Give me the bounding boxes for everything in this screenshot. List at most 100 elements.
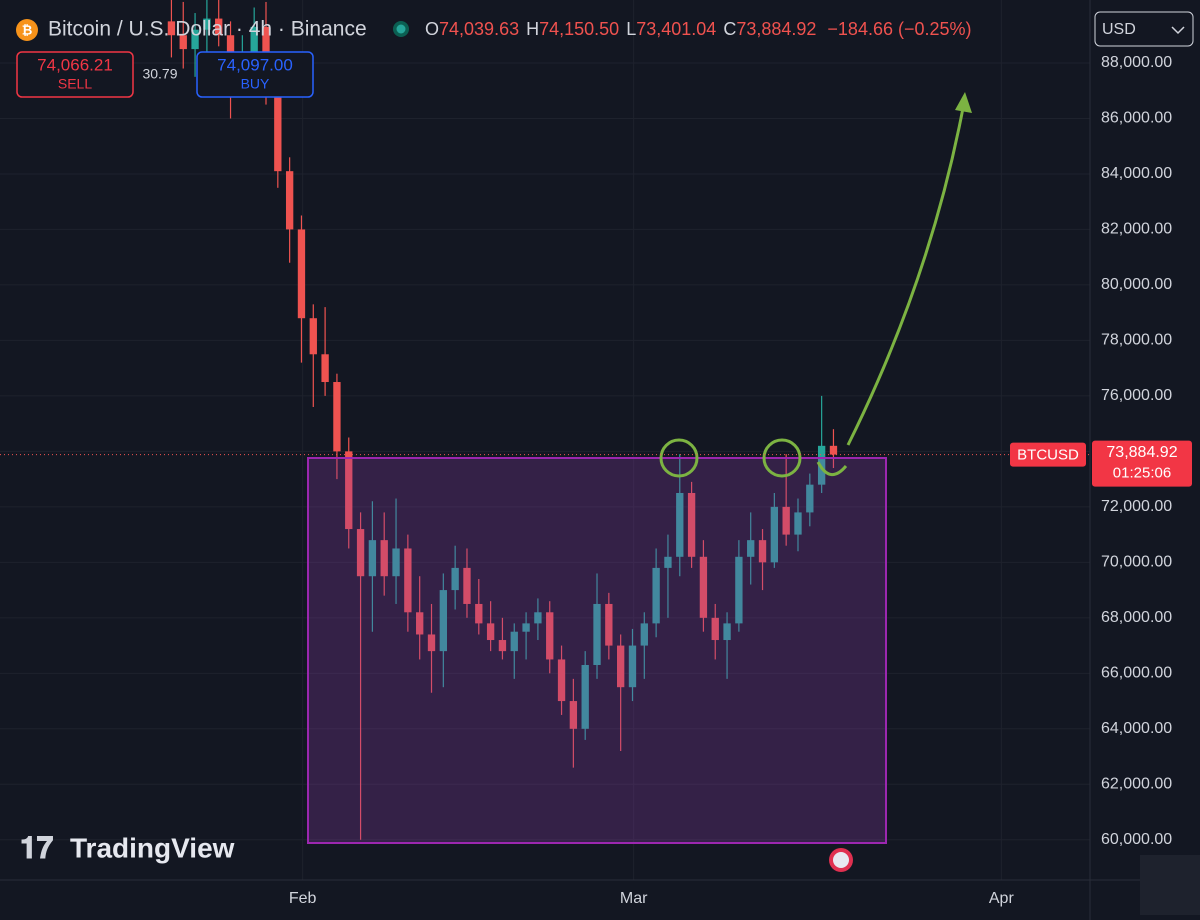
candle-body [203,18,211,30]
logo-mark: 𝟏𝟕 [20,832,54,865]
candle-body [593,603,601,665]
change-value: −184.66 (−0.25%) [827,19,971,39]
candle-body [250,26,258,52]
candle-body [427,634,436,652]
spread: 30.79 [142,66,177,82]
candle-body [581,664,589,729]
coin-glyph: ₿ [22,22,33,37]
retest-mark [816,461,848,476]
candle-body [747,540,755,557]
x-tick-label: Apr [989,890,1015,907]
y-tick-label: 84,000.00 [1101,165,1172,182]
candle-body [333,382,341,452]
candle-body [404,548,412,613]
h-label: H [526,19,539,39]
sell-price: 74,066.21 [37,55,113,74]
candle-body [546,612,554,660]
countdown: 01:25:06 [1113,465,1171,482]
y-tick-label: 88,000.00 [1101,54,1172,71]
x-tick-label: Feb [289,890,317,907]
sell-button[interactable] [16,51,134,98]
candle-body [711,617,719,641]
open-value: 74,039.63 [439,19,519,39]
y-tick-label: 68,000.00 [1101,609,1172,626]
y-tick-label: 80,000.00 [1101,276,1172,293]
candle-body [723,623,731,641]
event-flag-inner [833,852,849,868]
candle-body [687,492,696,557]
candle-body [534,612,542,624]
candle-body [758,540,767,563]
top-circle [762,438,802,478]
c-label: C [723,19,736,39]
candle-body [380,540,388,577]
candle-body [640,623,648,646]
y-tick-label: 64,000.00 [1101,720,1172,737]
buy-button[interactable] [196,51,314,98]
y-tick-label: 76,000.00 [1101,387,1172,404]
candle-body [782,506,790,535]
candle-body [356,529,365,577]
symbol-title: Bitcoin / U.S. Dollar · 4h · Binance [48,18,367,41]
y-tick-label: 86,000.00 [1101,110,1172,127]
candle-body [794,512,802,535]
buy-price: 74,097.00 [217,55,293,74]
candle-body [829,445,838,455]
candle-body [652,567,660,624]
candle-body [806,484,814,513]
ohlc-legend: O74,039.63 H74,150.50 L73,401.04 C73,884… [425,19,972,39]
symbol-tag-bg [1010,442,1086,467]
settings-corner[interactable] [1140,855,1200,915]
candle-body [368,540,377,577]
dropdown-caret [1171,26,1185,35]
coin-icon [16,19,38,41]
logo-text: TradingView [70,832,235,863]
candle-body [392,548,400,577]
y-tick-label: 70,000.00 [1101,554,1172,571]
o-label: O [425,19,439,39]
candle-body [735,556,743,624]
candle-body [191,29,199,50]
status-dot-inner [396,24,406,34]
candle-body [605,603,613,646]
x-tick-label: Mar [620,890,648,907]
candle-body [486,623,495,641]
currency-select[interactable] [1094,11,1194,47]
candle-body [297,229,306,319]
candle-body [321,354,329,383]
close-value: 73,884.92 [736,19,816,39]
y-tick-label: 78,000.00 [1101,332,1172,349]
y-tick-label: 82,000.00 [1101,221,1172,238]
high-value: 74,150.50 [539,19,619,39]
currency: USD [1102,21,1136,38]
candle-body [770,506,779,563]
candle-body [522,623,530,632]
candle-body [439,590,447,652]
candle-body [664,556,672,568]
candle-body [179,35,187,50]
low-value: 73,401.04 [636,19,716,39]
candle-body [510,631,518,652]
buy-label: BUY [241,76,270,92]
candle-body [699,556,708,618]
candle-body [345,451,353,530]
candle-body [309,318,317,355]
symbol-tag: BTCUSD [1017,447,1079,464]
y-tick-label: 60,000.00 [1101,831,1172,848]
candle-body [167,21,176,36]
price-tag-bg [1092,440,1192,487]
candle-body [628,645,637,688]
y-tick-label: 66,000.00 [1101,665,1172,682]
range-box [307,457,887,844]
candle-body [817,445,826,485]
arrow-head [955,92,972,113]
candle-body [569,701,578,729]
sell-label: SELL [58,76,92,92]
candle-body [416,612,424,635]
top-circle [659,438,699,478]
candle-body [498,640,507,652]
candle-body [274,90,282,172]
